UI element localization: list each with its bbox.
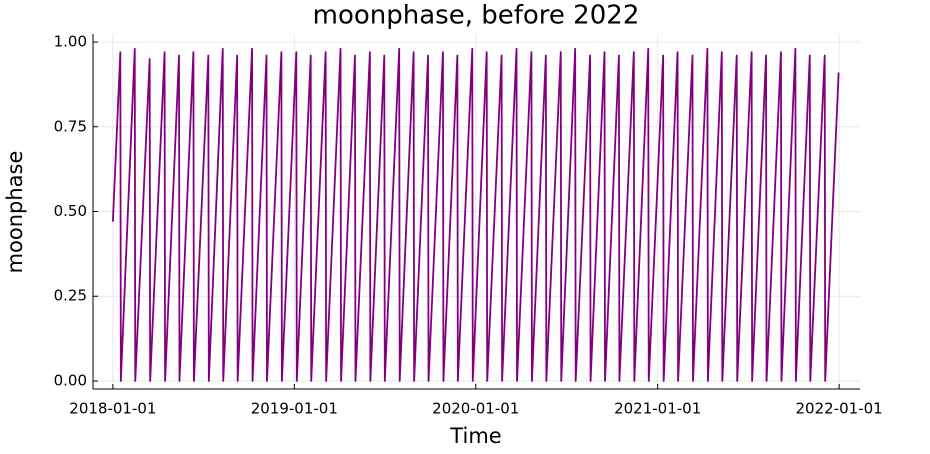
x-tick-label: 2021-01-01 — [614, 400, 701, 418]
y-tick-label: 0.25 — [54, 287, 87, 305]
x-tick-label: 2019-01-01 — [251, 400, 338, 418]
x-tick-label: 2020-01-01 — [432, 400, 519, 418]
data-line — [111, 47, 840, 382]
x-axis-label: Time — [449, 424, 501, 448]
x-tick-label: 2018-01-01 — [69, 400, 156, 418]
chart-title: moonphase, before 2022 — [313, 1, 640, 31]
x-tick-label: 2022-01-01 — [796, 400, 883, 418]
y-axis-label: moonphase — [3, 151, 27, 274]
y-tick-label: 0.00 — [54, 371, 87, 389]
y-tick-label: 0.50 — [54, 202, 87, 220]
y-tick-label: 1.00 — [54, 33, 87, 51]
y-tick-label: 0.75 — [54, 117, 87, 135]
